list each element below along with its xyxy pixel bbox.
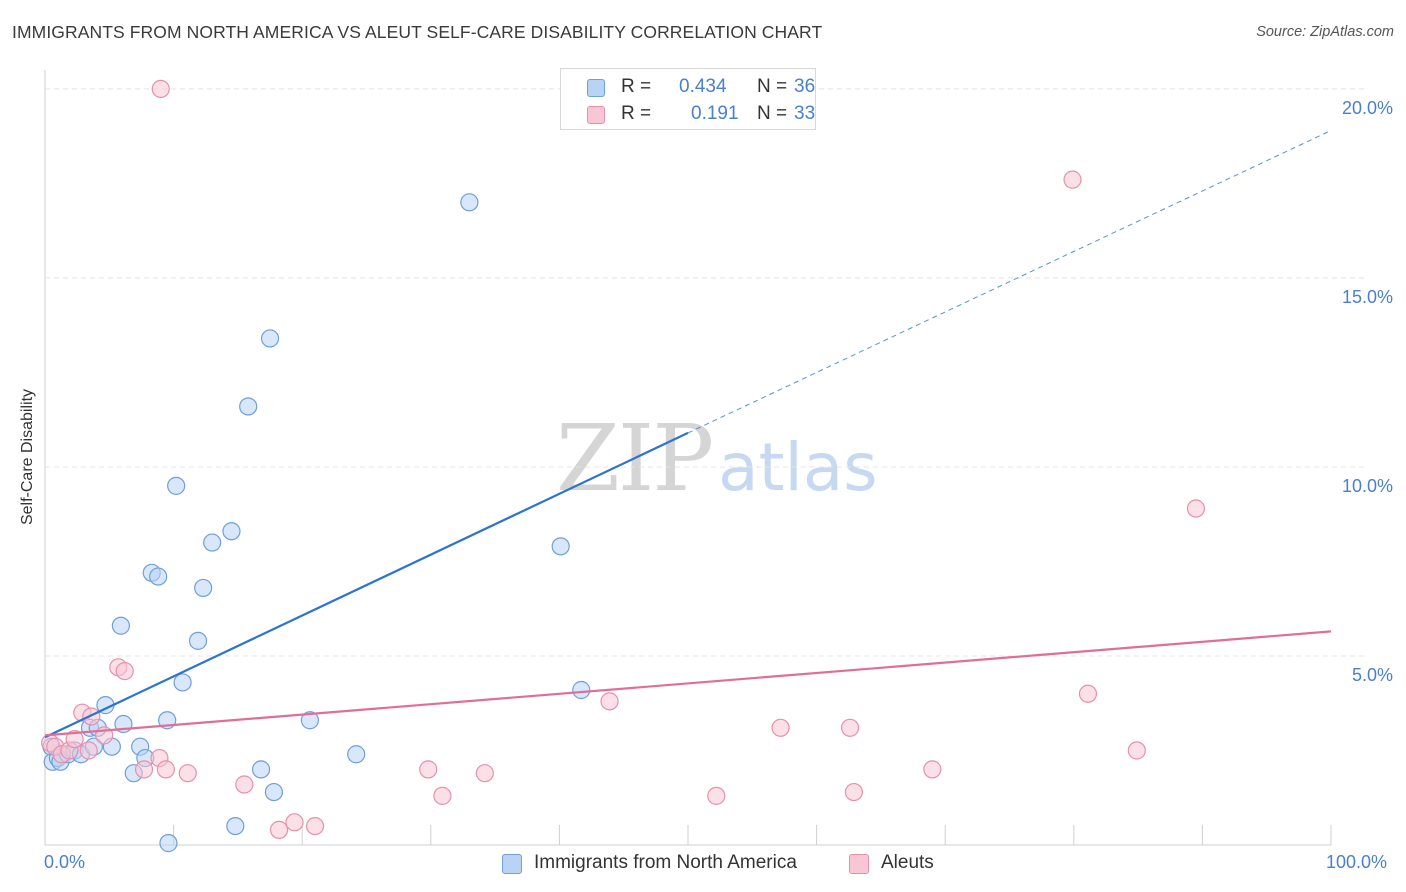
blue-point [239, 397, 258, 416]
y-tick-label: 15.0% [1342, 287, 1393, 307]
legend-n-label: N = [757, 103, 788, 124]
bottom-legend-swatch-blue [502, 854, 522, 874]
blue-point [203, 533, 222, 552]
y-tick-label: 20.0% [1342, 98, 1393, 118]
blue-point [222, 522, 241, 541]
legend-swatch-blue [587, 79, 605, 97]
pink-point [235, 775, 254, 794]
pink-point [923, 760, 942, 779]
blue-point [173, 673, 192, 692]
pink-point [305, 816, 325, 836]
legend-n-label: N = [757, 76, 788, 97]
pink-point [156, 760, 175, 779]
pink-point [419, 760, 438, 779]
blue-point [167, 476, 186, 495]
source-label: Source: ZipAtlas.com [1256, 24, 1394, 40]
chart-title: IMMIGRANTS FROM NORTH AMERICA VS ALEUT S… [12, 22, 823, 42]
legend-r-value: 0.434 [679, 76, 727, 97]
bottom-legend-label: Immigrants from North America [534, 852, 797, 873]
pink-point [1127, 741, 1146, 760]
blue-point [460, 193, 479, 212]
legend-n-value: 36 [794, 76, 816, 97]
pink-point [433, 786, 452, 805]
legend-n-value: 33 [794, 103, 816, 124]
pink-point [65, 730, 84, 749]
blue-point [264, 782, 284, 802]
pink-point [115, 661, 134, 681]
correlation-legend: R = 0.434 N = 36 R = 0.191 N = 33 [560, 68, 816, 130]
bottom-legend-label: Aleuts [881, 852, 934, 873]
pink-trend-line [44, 630, 1332, 737]
blue-point [226, 816, 245, 836]
pink-point [79, 741, 98, 760]
x-tick-label-max: 100.0% [1326, 852, 1388, 872]
blue-point [194, 578, 213, 598]
blue-point [149, 567, 168, 586]
pink-point [1063, 170, 1082, 189]
pink-point [600, 692, 619, 711]
pink-point [269, 820, 289, 839]
blue-point [300, 711, 320, 730]
blue-point [260, 329, 280, 348]
y-tick-label: 5.0% [1352, 665, 1393, 685]
pink-point [151, 79, 170, 99]
y-axis-label: Self-Care Disability [19, 388, 36, 526]
blue-trend-extension [687, 130, 1332, 434]
pink-point [134, 760, 154, 779]
blue-point [251, 760, 271, 779]
pink-point [840, 718, 860, 737]
blue-trend-line [44, 431, 689, 739]
blue-point [159, 834, 178, 853]
pink-point [1186, 499, 1206, 518]
pink-point [475, 764, 494, 783]
pink-point [844, 782, 863, 802]
blue-point [188, 631, 208, 650]
blue-point [551, 537, 570, 556]
pink-point [178, 764, 197, 783]
legend-swatch-pink [587, 106, 605, 124]
legend-r-value: 0.191 [691, 103, 739, 124]
legend-r-label: R = [621, 103, 652, 124]
legend-r-label: R = [621, 76, 652, 97]
blue-point [111, 616, 130, 635]
bottom-legend-swatch-pink [849, 854, 869, 874]
pink-point [707, 786, 726, 805]
pink-point [1078, 684, 1098, 703]
blue-point [572, 680, 591, 700]
y-tick-label: 10.0% [1342, 476, 1393, 496]
x-tick-label-min: 0.0% [44, 852, 86, 872]
blue-point [347, 745, 366, 764]
pink-point [285, 813, 304, 832]
pink-point [771, 718, 790, 737]
